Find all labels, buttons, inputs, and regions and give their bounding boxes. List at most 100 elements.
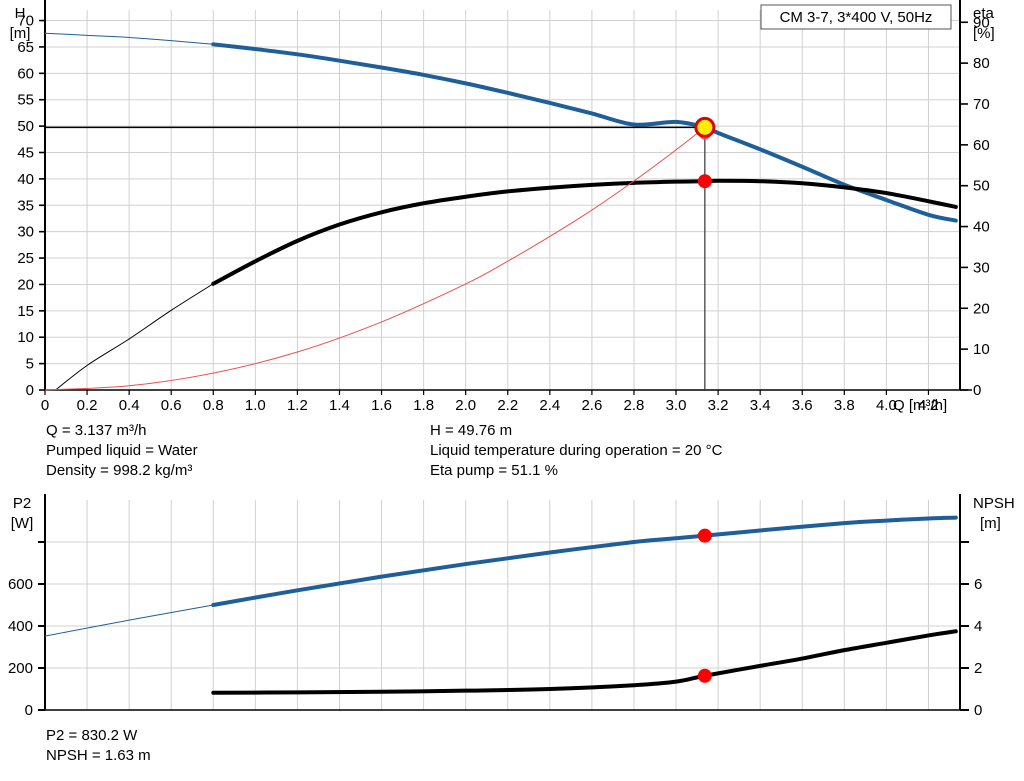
y-axis-unit-right: [m] (980, 515, 1001, 532)
y-tick-label-left: 200 (8, 660, 33, 677)
axis-ticks-and-labels: 0 200 400 600 0 2 4 6 (8, 541, 982, 719)
y-tick-label-left: 50 (17, 118, 34, 135)
x-tick-label: 2.2 (497, 397, 518, 414)
duty-info-right: H = 49.76 m Liquid temperature during op… (430, 421, 722, 481)
duty-head-text: H = 49.76 m (430, 422, 513, 439)
x-tick-label: 1.4 (329, 397, 350, 414)
curve-npsh-curve (211, 629, 958, 695)
y-tick-label-right: 40 (973, 219, 990, 236)
x-tick-label: 3.0 (666, 397, 687, 414)
y-tick-label-left: 55 (17, 92, 34, 109)
y-tick-label-left: 5 (26, 356, 34, 373)
y-tick-label-left: 40 (17, 171, 34, 188)
duty-point-marker-power[interactable] (697, 528, 712, 543)
x-tick-label: 2.8 (624, 397, 645, 414)
curve-h-curve-head- (44, 32, 958, 223)
curve-path-thin (55, 283, 214, 391)
footer-info: P2 = 830.2 W NPSH = 1.63 m (46, 726, 151, 766)
y-tick-label-left: 25 (17, 250, 34, 267)
npsh-text: NPSH = 1.63 m (46, 747, 151, 764)
grid-lines (45, 10, 960, 390)
curve-p2-curve-power-input- (44, 515, 958, 637)
curve-path-thin (44, 32, 214, 45)
y-tick-label-right: 60 (973, 137, 990, 154)
x-tick-label: 0.6 (161, 397, 182, 414)
y-axis-title-right: NPSH (973, 495, 1015, 512)
y-tick-label-right: 10 (973, 341, 990, 358)
axis-ticks-and-labels: 0 0.2 0.4 0.6 0.8 1.0 1.2 1.4 1.6 1.8 2.0 2.2 2.4 2.6… (17, 13, 989, 414)
duty-point-guides (45, 126, 706, 390)
y-axis-title-right: eta (973, 5, 995, 22)
x-axis-title: Q [m³/h] (893, 397, 947, 414)
head-eta-chart: 0 0.2 0.4 0.6 0.8 1.0 1.2 1.4 1.6 1.8 2.0 2.2 2.4 2.6… (10, 0, 995, 414)
duty-point-marker-eta[interactable] (697, 174, 712, 189)
curve-path-thick (211, 42, 958, 223)
y-tick-label-left: 20 (17, 276, 34, 293)
y-axis-title-left: P2 (13, 495, 31, 512)
x-tick-label: 1.0 (245, 397, 266, 414)
y-axis-title-left: H (15, 5, 26, 22)
curve-path-thick (211, 178, 958, 286)
curve-system-iso-curve (44, 126, 706, 391)
y-tick-label-left: 65 (17, 39, 34, 56)
y-tick-label-right: 2 (974, 660, 982, 677)
x-tick-label: 3.4 (750, 397, 771, 414)
y-tick-label-left: 15 (17, 303, 34, 320)
y-tick-label-right: 50 (973, 178, 990, 195)
duty-flow-text: Q = 3.137 m³/h (46, 422, 147, 439)
pumped-liquid-text: Pumped liquid = Water (46, 442, 198, 459)
title-box: CM 3-7, 3*400 V, 50Hz (760, 4, 952, 30)
y-axis-unit-left: [m] (10, 25, 31, 42)
y-tick-label-right: 20 (973, 300, 990, 317)
y-tick-label-left: 400 (8, 618, 33, 635)
curve-path-thick (211, 515, 958, 607)
x-tick-label: 0 (41, 397, 49, 414)
x-tick-label: 3.8 (834, 397, 855, 414)
y-tick-label-right: 0 (974, 702, 982, 719)
liquid-temperature-text: Liquid temperature during operation = 20… (430, 442, 723, 459)
y-tick-label-right: 30 (973, 259, 990, 276)
title-box-label: CM 3-7, 3*400 V, 50Hz (780, 9, 933, 26)
x-tick-label: 4.2 (918, 397, 939, 414)
duty-marker-circle[interactable] (694, 116, 716, 138)
x-tick-label: 1.2 (287, 397, 308, 414)
head-eta-chart-svg: 0 0.2 0.4 0.6 0.8 1.0 1.2 1.4 1.6 1.8 2.0 2.2 2.4 2.6… (10, 0, 995, 414)
y-tick-label-left: 10 (17, 329, 34, 346)
eta-pump-text: Eta pump = 51.1 % (430, 462, 558, 479)
x-tick-label: 3.2 (708, 397, 729, 414)
x-tick-label: 1.6 (371, 397, 392, 414)
y-tick-label-right: 70 (973, 96, 990, 113)
curve-path-thin (44, 126, 706, 391)
y-tick-label-left: 35 (17, 197, 34, 214)
y-tick-label-right: 6 (974, 576, 982, 593)
y-tick-label-left: 60 (17, 65, 34, 82)
power-input-text: P2 = 830.2 W (46, 727, 138, 744)
power-npsh-chart: 0 200 400 600 0 2 4 6 P2 [W] NPSH [m] (0, 492, 1024, 722)
x-tick-label: 0.2 (77, 397, 98, 414)
y-tick-label-left: 45 (17, 145, 34, 162)
duty-point-marker-npsh[interactable] (697, 668, 712, 683)
curve-eta-curve-efficiency- (55, 178, 958, 391)
x-tick-label: 0.4 (119, 397, 140, 414)
y-tick-label-left: 30 (17, 224, 34, 241)
x-tick-label: 0.8 (203, 397, 224, 414)
x-tick-label: 2.0 (455, 397, 476, 414)
y-tick-label-left: 0 (26, 382, 34, 399)
y-tick-label-right: 80 (973, 55, 990, 72)
curve-path-thin (44, 604, 214, 637)
y-tick-label-right: 0 (973, 382, 981, 399)
y-tick-label-right: 4 (974, 618, 982, 635)
y-tick-label-left: 0 (25, 702, 33, 719)
title-box-frame (760, 4, 952, 30)
y-tick-label-left: 70 (17, 13, 34, 30)
x-tick-label: 1.8 (413, 397, 434, 414)
power-npsh-chart-svg: 0 200 400 600 0 2 4 6 P2 [W] NPSH [m] (8, 494, 1015, 719)
x-tick-label: 4.0 (876, 397, 897, 414)
x-tick-label: 2.4 (539, 397, 560, 414)
y-tick-label-right: 90 (973, 14, 990, 31)
curve-path-thick (211, 629, 958, 695)
grid-lines (45, 500, 960, 710)
y-axis-unit-left: [W] (11, 515, 34, 532)
duty-point-marker-head[interactable] (694, 116, 716, 138)
